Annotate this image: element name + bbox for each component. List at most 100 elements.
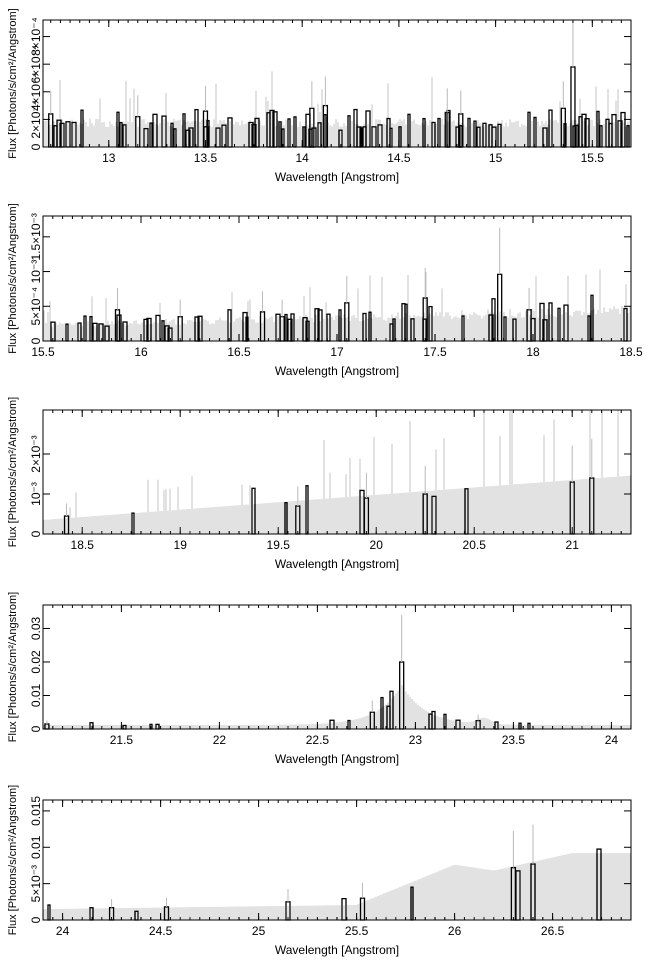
bar bbox=[254, 117, 260, 148]
x-tick-label: 20.5 bbox=[463, 538, 487, 552]
bar bbox=[389, 127, 393, 148]
bar bbox=[407, 113, 411, 148]
bar bbox=[259, 311, 266, 342]
plot-frame bbox=[42, 799, 632, 921]
bar bbox=[287, 118, 291, 148]
model-lines bbox=[43, 269, 631, 341]
bar bbox=[161, 320, 165, 342]
x-tick-label: 18 bbox=[526, 345, 540, 359]
bar bbox=[458, 113, 464, 148]
x-tick-label: 15.5 bbox=[581, 151, 605, 165]
plot-frame bbox=[42, 604, 632, 730]
model-lines bbox=[43, 71, 631, 147]
y-tick-label: 0.01 bbox=[29, 835, 43, 859]
y-tick-label: 0 bbox=[29, 337, 43, 344]
x-tick-label: 23 bbox=[409, 733, 423, 747]
x-axis-title: Wavelength [Angstrom] bbox=[275, 752, 399, 766]
bar bbox=[152, 113, 158, 148]
bar bbox=[305, 485, 309, 535]
bar bbox=[131, 512, 135, 535]
plot-frame bbox=[42, 19, 632, 148]
minor-ticks bbox=[42, 800, 632, 920]
y-tick-label: 5×10⁻⁴ bbox=[29, 287, 43, 326]
x-tick-label: 22.5 bbox=[306, 733, 330, 747]
bar bbox=[44, 723, 50, 730]
bar bbox=[92, 322, 98, 342]
bar bbox=[596, 848, 602, 921]
bar bbox=[587, 315, 591, 342]
bar bbox=[620, 111, 626, 148]
y-tick-label: 10⁻³ bbox=[29, 260, 43, 284]
bar bbox=[104, 325, 110, 342]
x-tick-label: 14.5 bbox=[387, 151, 411, 165]
x-tick-label: 24 bbox=[605, 733, 619, 747]
x-tick-label: 15 bbox=[489, 151, 503, 165]
x-tick-label: 25 bbox=[252, 924, 266, 938]
bar bbox=[89, 315, 93, 342]
x-tick-label: 17 bbox=[330, 345, 344, 359]
x-tick-label: 13 bbox=[102, 151, 116, 165]
y-tick-label: 0 bbox=[29, 530, 43, 537]
x-axis-title: Wavelength [Angstrom] bbox=[275, 943, 399, 957]
bar bbox=[63, 515, 70, 535]
bar bbox=[65, 323, 69, 342]
y-axis-title: Flux [Photons/s/cm²/Angstrom] bbox=[7, 592, 19, 742]
data-bars bbox=[44, 661, 531, 730]
bar bbox=[530, 863, 536, 921]
panel-5: 24 24.5 25 25.5 26 26.5 0 5×10⁻³ 0.01 0.015 Wavele… bbox=[7, 785, 632, 957]
bar bbox=[122, 321, 128, 342]
y-tick-label: 0.015 bbox=[29, 796, 43, 826]
bar bbox=[533, 116, 537, 148]
y-tick-label: 0.01 bbox=[29, 683, 43, 707]
y-tick-label: 2×10⁻³ bbox=[29, 435, 43, 472]
y-tick-label: 0 bbox=[29, 725, 43, 732]
x-tick-label: 24 bbox=[56, 924, 70, 938]
y-tick-label: 5×10⁻³ bbox=[29, 865, 43, 902]
plot-frame bbox=[42, 409, 632, 535]
bar bbox=[323, 113, 327, 148]
bar bbox=[560, 107, 566, 148]
bar bbox=[557, 307, 561, 342]
bar bbox=[272, 111, 278, 148]
bar bbox=[503, 316, 507, 342]
bar bbox=[467, 117, 471, 148]
x-tick-label: 16 bbox=[134, 345, 148, 359]
y-tick-label: 4×10⁻⁴ bbox=[29, 73, 43, 112]
x-tick-label: 23.5 bbox=[502, 733, 526, 747]
x-tick-label: 18.5 bbox=[619, 345, 643, 359]
y-tick-label: 0 bbox=[29, 916, 43, 923]
y-tick-label: 0.03 bbox=[29, 616, 43, 640]
bar bbox=[47, 904, 51, 921]
x-tick-label: 19.5 bbox=[267, 538, 291, 552]
y-axis-title: Flux [Photons/s/cm²/Angstrom] bbox=[7, 785, 19, 935]
bar bbox=[461, 315, 465, 342]
x-axis-title: Wavelength [Angstrom] bbox=[275, 557, 399, 571]
bar bbox=[98, 323, 104, 342]
x-axis-title: Wavelength [Angstrom] bbox=[275, 170, 399, 184]
x-axis-title: Wavelength [Angstrom] bbox=[275, 364, 399, 378]
x-tick-label: 20 bbox=[370, 538, 384, 552]
bar bbox=[146, 317, 152, 342]
bar bbox=[83, 315, 87, 342]
x-tick-label: 13.5 bbox=[194, 151, 218, 165]
bar bbox=[526, 309, 532, 342]
minor-ticks bbox=[42, 410, 632, 534]
bar bbox=[344, 302, 350, 342]
bar bbox=[575, 124, 579, 148]
x-tick-label: 26 bbox=[448, 924, 462, 938]
x-tick-label: 17.5 bbox=[423, 345, 447, 359]
bar bbox=[347, 719, 351, 730]
y-axis-title: Flux [Photons/s/cm²/Angstrom] bbox=[7, 397, 19, 547]
x-tick-label: 24.5 bbox=[149, 924, 173, 938]
bar bbox=[422, 493, 428, 535]
x-tick-label: 16.5 bbox=[227, 345, 251, 359]
model-lines bbox=[43, 853, 631, 920]
x-tick-label: 15.5 bbox=[31, 345, 55, 359]
bar bbox=[437, 117, 441, 148]
x-tick-label: 21 bbox=[566, 538, 580, 552]
panel-4: 21.5 22 22.5 23 23.5 24 0 0.01 0.02 0.03 Wavelengt… bbox=[7, 592, 632, 766]
x-tick-label: 21.5 bbox=[110, 733, 134, 747]
y-tick-label: 0.02 bbox=[29, 650, 43, 674]
bar bbox=[473, 120, 477, 148]
y-tick-label: 6×10⁻⁴ bbox=[29, 45, 43, 84]
